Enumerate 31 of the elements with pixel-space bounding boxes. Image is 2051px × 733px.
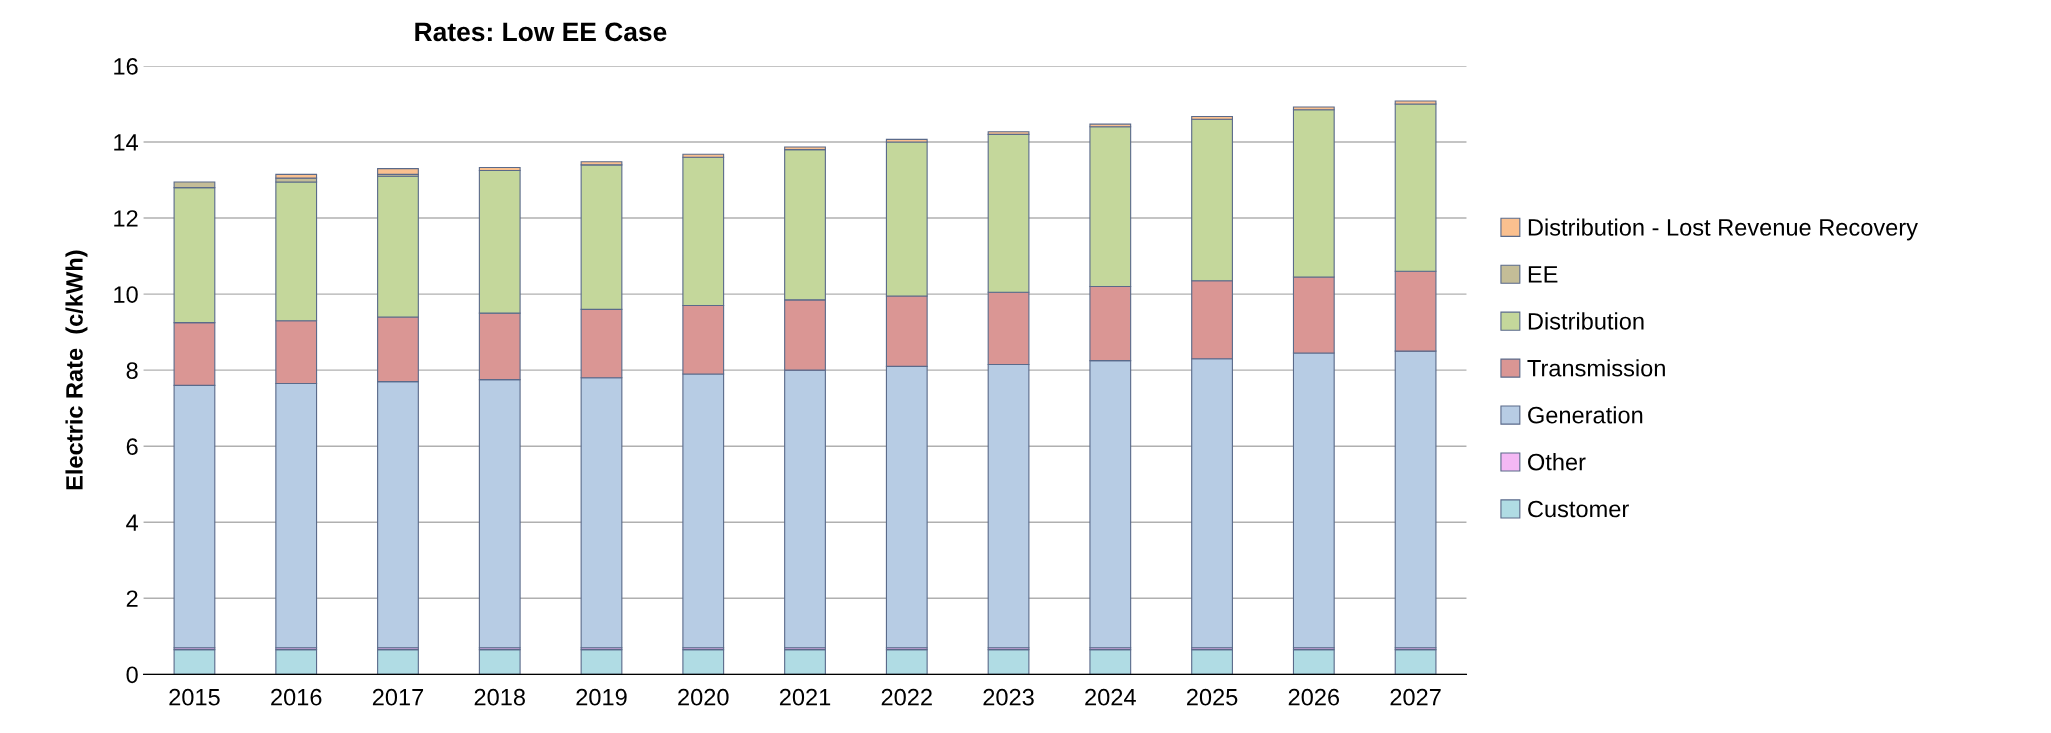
x-tick-label: 2020 bbox=[678, 688, 729, 706]
x-tick-label: 2024 bbox=[1085, 688, 1136, 706]
x-tick-label: 2022 bbox=[881, 688, 932, 706]
y-tick-label: 14 bbox=[114, 134, 139, 151]
x-tick-label: 2027 bbox=[1390, 688, 1441, 706]
y-tick-label: 8 bbox=[126, 362, 138, 379]
y-tick-label: 0 bbox=[126, 666, 138, 684]
x-tick-label: 2017 bbox=[372, 688, 424, 706]
legend-label: Distribution bbox=[1528, 312, 1644, 330]
x-tick-label: 2026 bbox=[1288, 688, 1340, 706]
x-tick-label: 2023 bbox=[983, 688, 1034, 706]
y-tick-label: 2 bbox=[126, 590, 138, 607]
x-tick-label: 2021 bbox=[779, 688, 831, 706]
legend-label: Transmission bbox=[1527, 359, 1665, 377]
y-tick-label: 10 bbox=[114, 286, 138, 303]
chart-title: Rates: Low EE Case bbox=[415, 22, 667, 42]
y-tick-label: 6 bbox=[126, 438, 138, 455]
y-tick-label: 16 bbox=[114, 58, 138, 75]
x-tick-label: 2018 bbox=[474, 688, 525, 706]
legend-label: EE bbox=[1528, 266, 1558, 283]
legend-label: Other bbox=[1528, 453, 1586, 471]
x-tick-label: 2016 bbox=[271, 688, 322, 706]
y-axis-title: Electric Rate (c/kWh) bbox=[65, 250, 88, 490]
legend-label: Customer bbox=[1528, 500, 1629, 518]
legend-label: Distribution - Lost Revenue Recovery bbox=[1528, 218, 1918, 241]
x-tick-label: 2015 bbox=[169, 688, 220, 706]
y-tick-label: 12 bbox=[114, 210, 138, 227]
legend-label: Generation bbox=[1528, 406, 1643, 424]
x-tick-label: 2025 bbox=[1186, 688, 1238, 706]
x-tick-label: 2019 bbox=[576, 688, 627, 706]
y-tick-label: 4 bbox=[126, 514, 139, 531]
